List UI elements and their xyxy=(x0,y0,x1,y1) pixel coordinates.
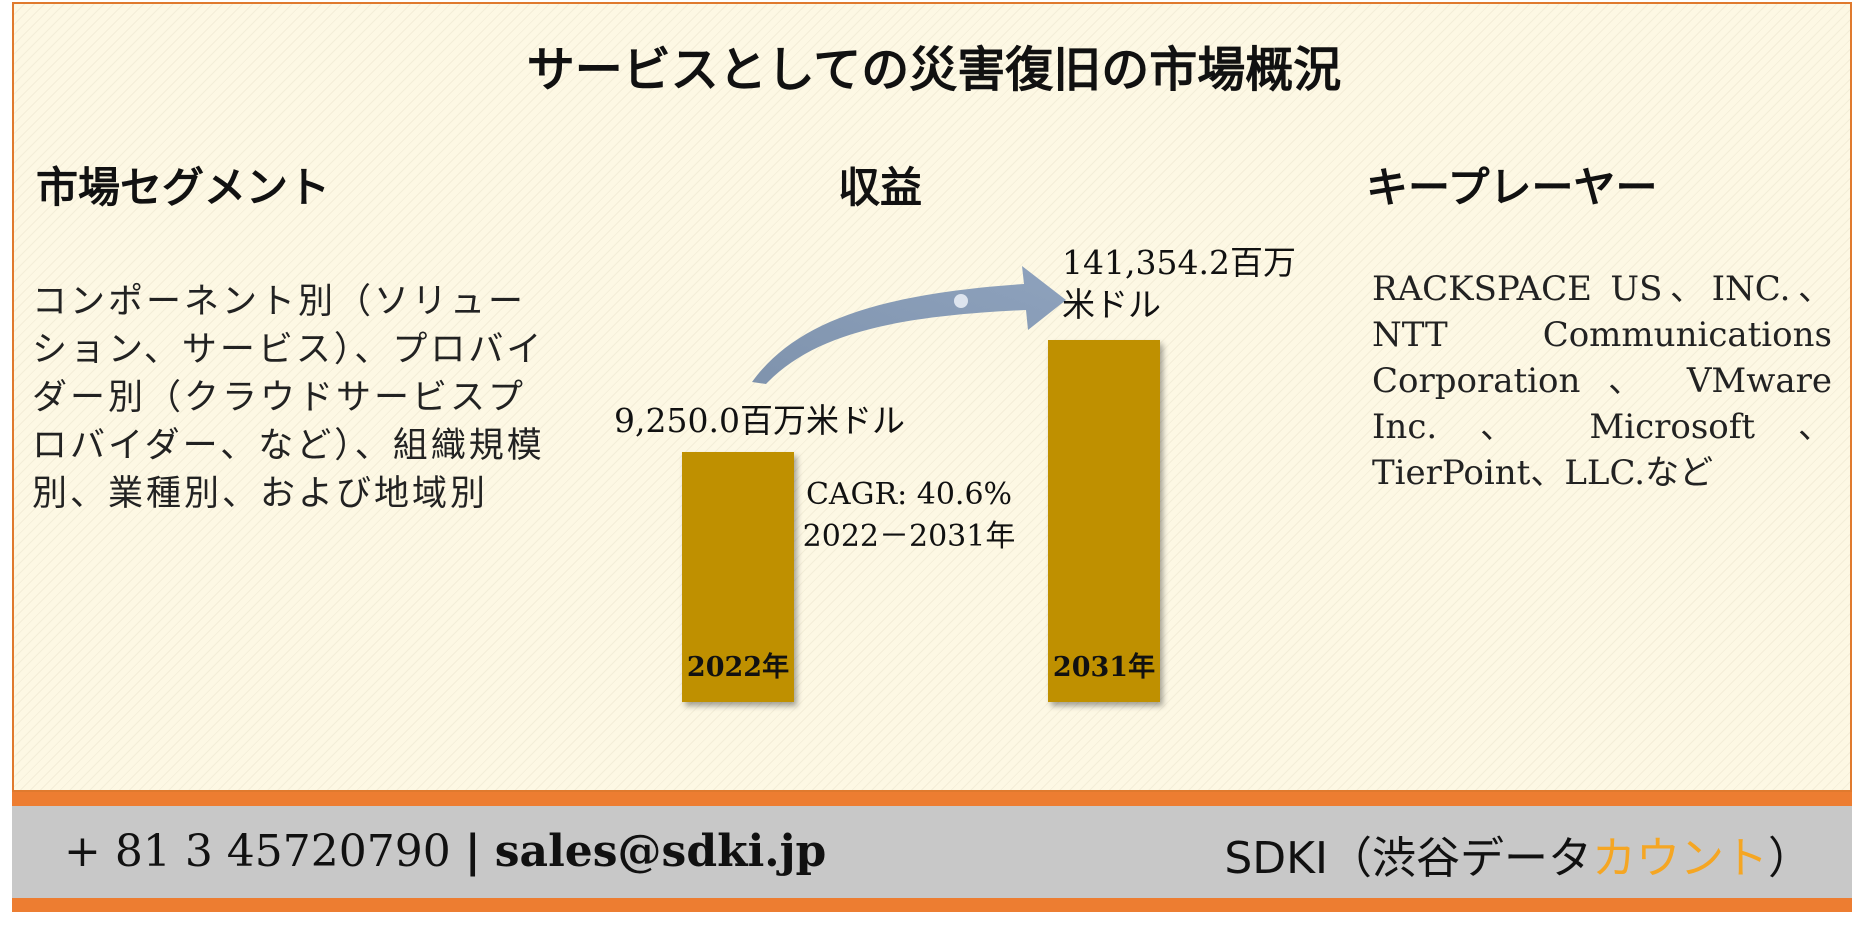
category-label: 2031年 xyxy=(1053,651,1155,683)
segments-heading: 市場セグメント xyxy=(36,163,331,212)
footer-bottom-strip xyxy=(12,898,1852,912)
phone-number[interactable]: + 81 3 45720790 xyxy=(64,826,451,877)
contact-info: + 81 3 45720790 | sales@sdki.jp xyxy=(64,826,826,877)
segments-text: コンポーネント別（ソリューション、サービス）、プロバイダー別（クラウドサービスプ… xyxy=(32,282,545,514)
brand-prefix: SDKI（渋谷データ xyxy=(1224,833,1592,884)
growth-arrow-icon xyxy=(752,266,1066,384)
period-label: 2022－2031年 xyxy=(803,519,1016,554)
category-label: 2022年 xyxy=(687,651,789,683)
page-title: サービスとしての災害復旧の市場概況 xyxy=(526,42,1342,98)
brand-suffix: ） xyxy=(1768,833,1812,884)
email-link[interactable]: sales@sdki.jp xyxy=(494,826,827,877)
revenue-chart: 2022年 2031年 9,250.0百万米ドル 141,354.2百万米ドル CAGR… xyxy=(614,243,1296,702)
brand-accent: カウント xyxy=(1592,833,1768,884)
contact-separator: | xyxy=(464,826,481,877)
brand-logo: SDKI（渋谷データカウント） xyxy=(1224,822,1812,886)
bar-2022年 xyxy=(682,452,794,702)
footer: + 81 3 45720790 | sales@sdki.jp SDKI（渋谷デ… xyxy=(12,806,1852,898)
revenue-heading: 収益 xyxy=(838,163,923,212)
bar-2031年 xyxy=(1048,340,1160,702)
cagr-label: CAGR: 40.6% xyxy=(806,477,1012,512)
players-text: RACKSPACE US、INC.、NTT Communications Cor… xyxy=(1372,269,1832,493)
overview-panel: サービスとしての災害復旧の市場概況 市場セグメント 収益 キープレーヤー コンポ… xyxy=(12,2,1852,792)
players-heading: キープレーヤー xyxy=(1366,163,1658,212)
value-label-2031: 141,354.2百万米ドル xyxy=(1062,243,1296,324)
footer-top-strip xyxy=(12,792,1852,806)
value-label-2022: 9,250.0百万米ドル xyxy=(614,401,905,440)
